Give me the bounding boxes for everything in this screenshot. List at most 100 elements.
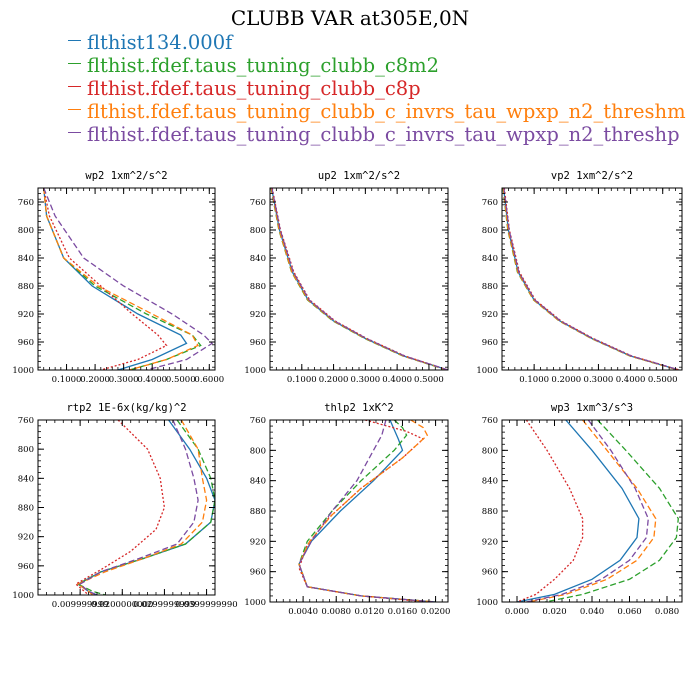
legend-label: flthist.fdef.taus_tuning_clubb_c8p	[87, 77, 421, 100]
x-tick-label: 0.1000	[52, 375, 82, 385]
x-tick-label: 0.0299999999	[133, 600, 195, 610]
y-tick-label: 960	[250, 338, 266, 348]
y-tick-label: 960	[18, 562, 34, 572]
legend-swatch	[68, 63, 81, 64]
legend-item: flthist.fdef.taus_tuning_clubb_c_invrs_t…	[68, 100, 686, 123]
x-tick-label: 0.0160	[388, 607, 418, 617]
x-tick-label: 0.0040	[288, 607, 318, 617]
series-line	[43, 188, 168, 370]
series-line	[298, 420, 436, 602]
legend-swatch	[68, 86, 81, 87]
y-tick-label: 880	[482, 507, 498, 517]
y-tick-label: 840	[250, 477, 266, 487]
series-line	[516, 420, 584, 602]
x-tick-label: 0.0200	[421, 607, 451, 617]
y-tick-label: 760	[18, 198, 34, 208]
legend-item: flthist.fdef.taus_tuning_clubb_c_invrs_t…	[68, 123, 686, 146]
panel-title: wp3 1xm^3/s^3	[551, 402, 633, 414]
y-tick-label: 1000	[476, 598, 498, 608]
series-line	[298, 420, 436, 602]
series-line	[502, 188, 679, 370]
y-tick-label: 960	[250, 568, 266, 578]
series-line	[298, 420, 436, 602]
x-tick-label: 0.5000	[648, 375, 678, 385]
x-tick-label: 0.0200000000	[91, 600, 153, 610]
y-tick-label: 1000	[244, 598, 266, 608]
series-line	[502, 188, 679, 370]
y-tick-label: 760	[482, 198, 498, 208]
y-tick-label: 800	[482, 446, 498, 456]
y-tick-label: 880	[250, 282, 266, 292]
y-tick-label: 800	[18, 445, 34, 455]
series-line	[528, 420, 657, 602]
series-line	[544, 420, 679, 602]
x-tick-label: 0.4000	[137, 375, 167, 385]
chart-panel: thlp2 1xK^2 0.0040 0.0080 0.0120 0.0160 0.020…	[244, 402, 450, 617]
legend-swatch	[68, 40, 81, 41]
series-line	[76, 420, 215, 595]
legend-label: flthist.fdef.taus_tuning_clubb_c_invrs_t…	[87, 100, 686, 123]
series-line	[502, 188, 679, 370]
series-line	[298, 420, 428, 602]
y-tick-label: 880	[18, 282, 34, 292]
y-tick-label: 760	[250, 416, 266, 426]
y-tick-label: 760	[482, 416, 498, 426]
y-tick-label: 920	[18, 310, 34, 320]
y-tick-label: 840	[482, 254, 498, 264]
y-tick-label: 1000	[12, 366, 34, 376]
y-tick-label: 800	[250, 446, 266, 456]
legend-label: flthist.fdef.taus_tuning_clubb_c8m2	[87, 54, 440, 77]
x-tick-label: 0.3000	[350, 375, 380, 385]
series-line	[516, 420, 640, 602]
x-tick-label: 0.0080	[321, 607, 351, 617]
series-line	[74, 420, 166, 595]
legend-item: flthist.fdef.taus_tuning_clubb_c8m2	[68, 54, 686, 77]
panel-title: rtp2 1E-6x(kg/kg)^2	[66, 402, 186, 414]
y-tick-label: 800	[482, 226, 498, 236]
x-tick-label: 0.080	[655, 607, 679, 617]
y-tick-label: 800	[250, 226, 266, 236]
series-line	[503, 188, 680, 370]
y-tick-label: 960	[18, 338, 34, 348]
chart-title: CLUBB VAR at305E,0N	[230, 6, 470, 30]
series-line	[503, 188, 680, 370]
y-tick-label: 920	[250, 310, 266, 320]
legend-item: flthist.fdef.taus_tuning_clubb_c8p	[68, 77, 686, 100]
legend-item: flthist134.000f	[68, 31, 686, 54]
series-line	[271, 188, 448, 370]
series-line	[526, 420, 649, 602]
plot-frame	[37, 419, 216, 596]
chart-panel: wp2 1xm^2/s^2 0.10000.20000.30000.40000.5…	[12, 170, 224, 385]
panel-title: up2 1xm^2/s^2	[318, 170, 400, 182]
x-tick-label: 0.3000	[109, 375, 139, 385]
chart-panel: vp2 1xm^2/s^2 0.1000 0.2000 0.3000 0.4000 0.5…	[476, 170, 683, 385]
legend-swatch	[68, 132, 81, 133]
x-tick-label: 0.000	[505, 607, 529, 617]
plot-frame	[501, 419, 683, 603]
legend-label: flthist.fdef.taus_tuning_clubb_c_invrs_t…	[87, 123, 680, 146]
series-line	[298, 420, 436, 602]
x-tick-label: 0.060	[617, 607, 641, 617]
y-tick-label: 880	[482, 282, 498, 292]
series-line	[76, 420, 208, 595]
series-line	[43, 188, 188, 370]
chart-panel: up2 1xm^2/s^2 0.1000 0.2000 0.3000 0.4000 0.5…	[244, 170, 449, 385]
chart-panel: wp3 1xm^3/s^3 0.000 0.020 0.040 0.060 0.080 76…	[476, 402, 683, 617]
y-tick-label: 920	[250, 537, 266, 547]
x-tick-label: 0.6000	[194, 375, 224, 385]
y-tick-label: 800	[18, 226, 34, 236]
x-tick-label: 0.0399999990	[175, 600, 237, 610]
legend-swatch	[68, 109, 81, 110]
series-line	[76, 420, 215, 595]
y-tick-label: 1000	[476, 366, 498, 376]
x-tick-label: 0.2000	[319, 375, 349, 385]
x-tick-label: 0.5000	[166, 375, 196, 385]
plot-frame	[269, 419, 449, 603]
y-tick-label: 960	[482, 568, 498, 578]
panel-title: vp2 1xm^2/s^2	[551, 170, 633, 182]
x-tick-label: 0.1000	[519, 375, 549, 385]
chart-panel: rtp2 1E-6x(kg/kg)^2 0.0099999990.02000000…	[12, 402, 237, 610]
y-tick-label: 920	[482, 537, 498, 547]
y-tick-label: 760	[250, 198, 266, 208]
